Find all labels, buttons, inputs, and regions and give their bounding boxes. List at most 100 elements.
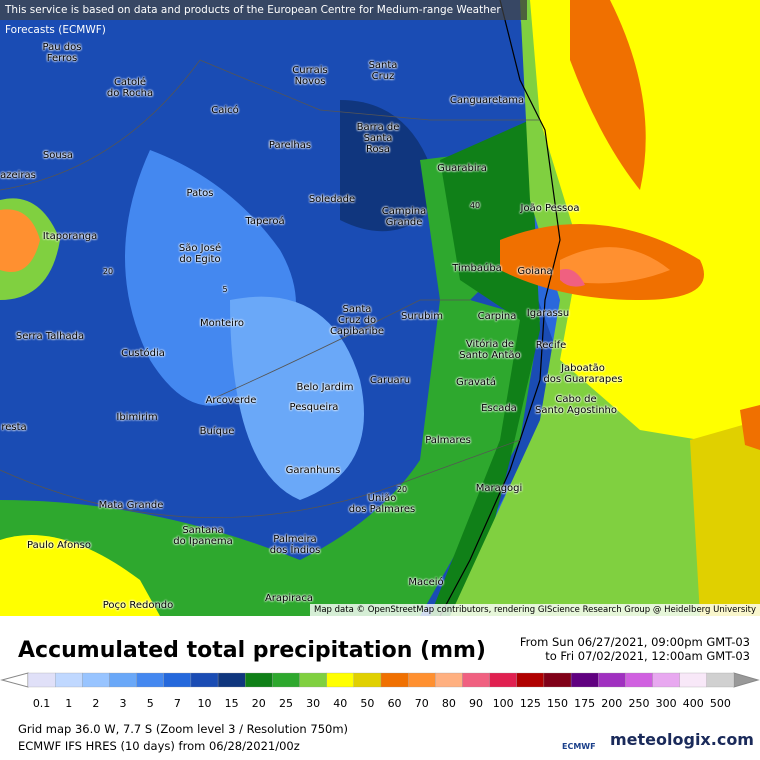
legend-label: 25 xyxy=(279,697,293,710)
contour-label: 40 xyxy=(469,201,481,210)
legend-swatch xyxy=(190,672,219,688)
legend-label: 300 xyxy=(656,697,677,710)
legend-swatch xyxy=(706,672,735,688)
period-to: to Fri 07/02/2021, 12:00am GMT-03 xyxy=(545,649,750,663)
contour-label: 20 xyxy=(396,485,408,494)
legend-swatch xyxy=(489,672,517,688)
map-background xyxy=(0,0,760,616)
place-label: Pesqueira xyxy=(289,402,339,413)
place-label: São José do Egito xyxy=(178,243,222,265)
place-label: União dos Palmares xyxy=(348,493,416,515)
legend-swatch xyxy=(326,672,354,688)
legend-label: 150 xyxy=(547,697,568,710)
period-from: From Sun 06/27/2021, 09:00pm GMT-03 xyxy=(519,635,750,649)
legend-label: 80 xyxy=(442,697,456,710)
place-label: Carpina xyxy=(477,311,517,322)
place-label: Canguaretama xyxy=(449,95,525,106)
grid-info: Grid map 36.0 W, 7.7 S (Zoom level 3 / R… xyxy=(18,722,349,736)
model-info: ECMWF IFS HRES (10 days) from 06/28/2021… xyxy=(18,739,300,753)
place-label: Maragogi xyxy=(475,483,523,494)
legend-swatch xyxy=(82,672,110,688)
place-label: Recife xyxy=(535,340,567,351)
legend-swatch xyxy=(570,672,599,688)
legend-swatch xyxy=(136,672,164,688)
contour-label: 20 xyxy=(102,267,114,276)
legend-label: 15 xyxy=(225,697,239,710)
place-label: Timbaúba xyxy=(452,263,502,274)
place-label: Belo Jardim xyxy=(296,382,354,393)
legend-swatch xyxy=(652,672,680,688)
ecmwf-logo: ECMWF xyxy=(562,742,596,751)
place-label: Palmares xyxy=(425,435,471,446)
legend-label: 500 xyxy=(710,697,731,710)
place-label: Itaporanga xyxy=(42,231,98,242)
place-label: Cabo de Santo Agostinho xyxy=(534,394,618,416)
place-label: Santa Cruz xyxy=(368,60,398,82)
place-label: Barra de Santa Rosa xyxy=(356,122,400,155)
place-label: Igarassu xyxy=(526,308,570,319)
place-label: Currais Novos xyxy=(292,65,328,87)
legend-swatch xyxy=(109,672,137,688)
legend-swatch xyxy=(462,672,490,688)
place-label: Jaboatão dos Guararapes xyxy=(543,363,623,385)
place-label: Parelhas xyxy=(268,140,312,151)
legend-swatch xyxy=(27,672,56,688)
legend-swatch xyxy=(408,672,436,688)
legend-label: 40 xyxy=(333,697,347,710)
legend-label: 90 xyxy=(469,697,483,710)
place-label: Patos xyxy=(186,188,214,199)
place-label: Caruaru xyxy=(369,375,411,386)
place-label: Goiana xyxy=(517,266,553,277)
contour-label: 5 xyxy=(222,285,228,294)
place-label: Serra Talhada xyxy=(15,331,85,342)
legend-swatch xyxy=(217,672,246,688)
place-label: Palmeira dos Índios xyxy=(269,534,321,556)
legend: 0.1 1 2 3 5 7 10 15 20 25 30 40 50 60 70 80 90 100 125 150 1… xyxy=(0,672,760,710)
place-label: Sousa xyxy=(42,150,74,161)
legend-label: 60 xyxy=(388,697,402,710)
legend-label: 100 xyxy=(493,697,514,710)
place-label: Caicó xyxy=(211,105,239,116)
place-label: Catolé do Rocha xyxy=(106,77,154,99)
legend-label: 125 xyxy=(520,697,541,710)
legend-label: 5 xyxy=(147,697,154,710)
place-label: Buíque xyxy=(199,426,235,437)
title: Accumulated total precipitation (mm) xyxy=(18,638,486,663)
map-attribution: Map data © OpenStreetMap contributors, r… xyxy=(310,604,760,616)
legend-label: 70 xyxy=(415,697,429,710)
legend-label: 50 xyxy=(360,697,374,710)
legend-label: 3 xyxy=(120,697,127,710)
legend-swatch xyxy=(380,672,409,688)
place-label: Arcoverde xyxy=(205,395,257,406)
place-label: Gravatá xyxy=(455,377,497,388)
place-label: Garanhuns xyxy=(285,465,341,476)
place-label: Maceió xyxy=(408,577,444,588)
place-label: Santana do Ipanema xyxy=(173,525,233,547)
legend-label: 2 xyxy=(92,697,99,710)
legend-label: 400 xyxy=(683,697,704,710)
legend-label: 175 xyxy=(574,697,595,710)
legend-label: 7 xyxy=(174,697,181,710)
legend-swatch xyxy=(245,672,273,688)
legend-label: 10 xyxy=(198,697,212,710)
legend-swatch xyxy=(516,672,545,688)
place-label: Custódia xyxy=(121,348,165,359)
place-label: Guarabira xyxy=(437,163,487,174)
ecmwf-notice: This service is based on data and produc… xyxy=(0,0,527,36)
map: Pau dos Ferros Catolé do Rocha Currais Nov… xyxy=(0,0,760,616)
place-label: Soledade xyxy=(308,194,356,205)
legend-label: 20 xyxy=(252,697,266,710)
place-label: Monteiro xyxy=(200,318,244,329)
place-label: Escada xyxy=(481,403,517,414)
legend-swatch xyxy=(299,672,327,688)
legend-label: 200 xyxy=(601,697,622,710)
legend-swatch xyxy=(55,672,83,688)
place-label: Pau dos Ferros xyxy=(42,42,82,64)
legend-swatch xyxy=(272,672,300,688)
legend-label: 30 xyxy=(306,697,320,710)
place-label: Mata Grande xyxy=(98,500,164,511)
legend-label: 250 xyxy=(628,697,649,710)
place-label: João Pessoa xyxy=(520,203,580,214)
place-label: Ibimirim xyxy=(116,412,158,423)
